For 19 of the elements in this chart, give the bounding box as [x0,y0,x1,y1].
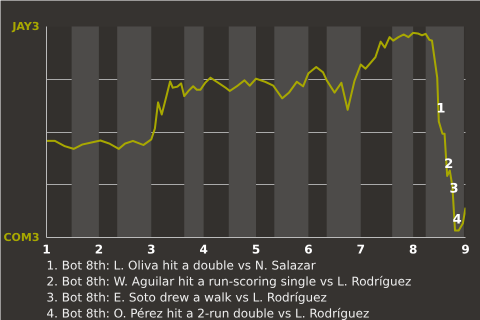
annotation: 2 [444,157,454,172]
text: 4. Bot 8th: O. Pérez hit a 2-run double vs L. Rodríguez [46,306,370,320]
text: JAY3 [11,20,40,33]
annotation: 3 [449,182,458,197]
annotation: 1 [436,101,446,116]
x-tick-label: 5 [252,242,260,256]
x-tick-label: 7 [356,242,365,256]
x-tick-label: 9 [461,242,470,256]
text: 3. Bot 8th: E. Soto drew a walk vs L. Rodríguez [46,290,327,304]
x-tick-label: 8 [408,242,418,256]
x-tick-label: 4 [199,242,208,256]
text: 1. Bot 8th: L. Oliva hit a double vs N. Salazar [46,258,316,272]
annotation: 4 [452,212,462,228]
x-tick-label: 1 [42,242,51,256]
x-tick-label: 6 [304,242,313,256]
text: COM3 [3,231,40,244]
x-tick-label: 2 [94,242,104,256]
x-tick-label: 3 [147,242,156,256]
text: 2. Bot 8th: W. Aguilar hit a run-scoring single vs L. Rodríguez [46,274,412,288]
